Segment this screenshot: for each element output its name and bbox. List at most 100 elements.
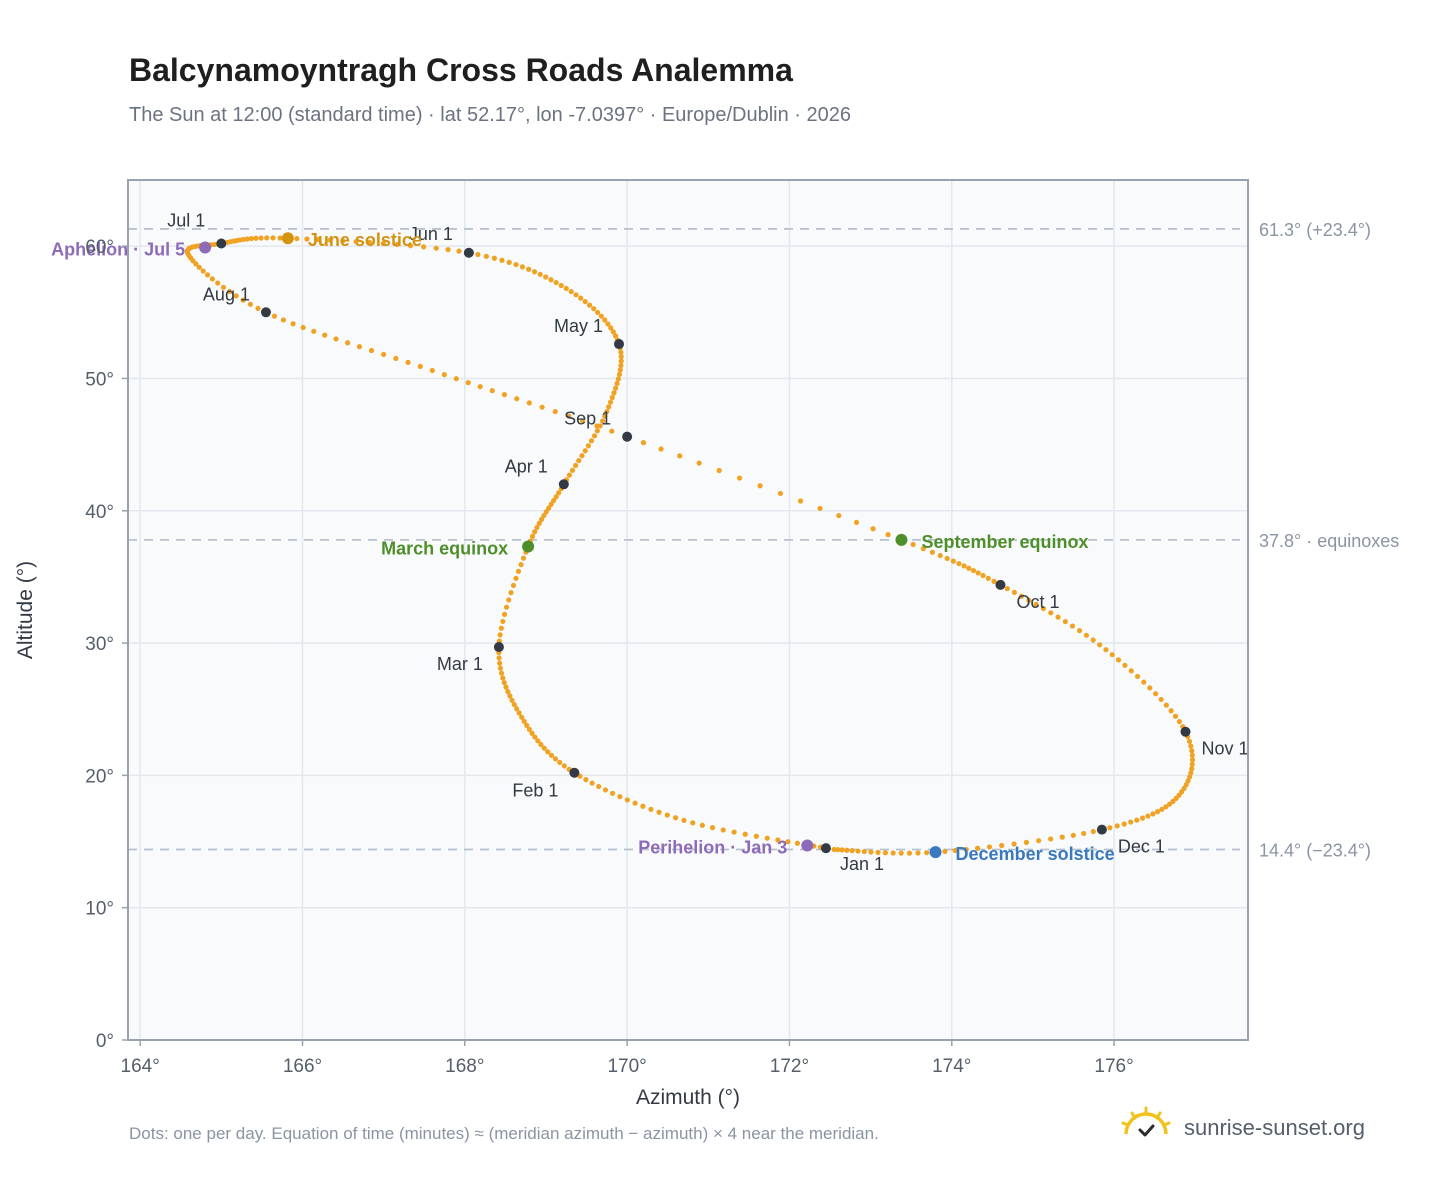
- month-marker-label: Apr 1: [505, 456, 548, 476]
- brand[interactable]: sunrise-sunset.org: [1120, 1106, 1365, 1149]
- daily-sun-dot: [1188, 770, 1194, 776]
- daily-sun-dot: [794, 840, 801, 846]
- daily-sun-dot: [551, 498, 557, 504]
- reference-line-label: 14.4° (−23.4°): [1259, 840, 1371, 860]
- daily-sun-dot: [975, 570, 981, 576]
- month-marker: [260, 307, 271, 318]
- month-marker: [622, 431, 633, 442]
- y-tick-label: 30°: [85, 634, 114, 655]
- daily-sun-dot: [839, 847, 845, 853]
- y-tick-label: 10°: [85, 899, 114, 920]
- daily-sun-dot: [558, 282, 564, 289]
- daily-sun-dot: [817, 505, 823, 512]
- daily-sun-dot: [532, 734, 538, 740]
- sun-logo-icon: [1120, 1106, 1172, 1149]
- daily-sun-dot: [1166, 801, 1173, 807]
- daily-sun-dot: [1172, 713, 1179, 719]
- daily-sun-dot: [556, 490, 562, 496]
- daily-sun-dot: [861, 848, 867, 855]
- daily-sun-dot: [753, 833, 759, 839]
- y-tick-label: 20°: [85, 766, 114, 787]
- daily-sun-dot: [508, 590, 514, 596]
- month-marker: [216, 238, 227, 249]
- daily-sun-dot: [1069, 623, 1076, 629]
- daily-sun-dot: [582, 298, 588, 305]
- daily-sun-dot: [1128, 668, 1134, 674]
- x-tick-label: 174°: [932, 1056, 971, 1077]
- daily-sun-dot: [1048, 610, 1054, 616]
- daily-sun-dot: [333, 336, 339, 342]
- daily-sun-dot: [546, 505, 552, 511]
- y-tick-label: 0°: [96, 1031, 114, 1052]
- daily-sun-dot: [248, 235, 254, 242]
- daily-sun-dot: [785, 839, 791, 845]
- daily-sun-dot: [255, 305, 261, 311]
- daily-sun-dot: [920, 546, 926, 552]
- month-marker: [1096, 824, 1107, 835]
- daily-sun-dot: [1115, 657, 1122, 663]
- daily-sun-dot: [609, 394, 615, 401]
- daily-sun-dot: [367, 239, 373, 246]
- daily-sun-dot: [1176, 718, 1183, 725]
- month-marker: [558, 479, 569, 490]
- daily-sun-dot: [1134, 817, 1140, 823]
- daily-sun-dot: [510, 582, 517, 589]
- month-marker-label: May 1: [554, 316, 603, 336]
- daily-sun-dot: [453, 376, 459, 382]
- daily-sun-dot: [618, 349, 624, 356]
- daily-sun-dot: [498, 625, 504, 631]
- reference-line-label: 61.3° (+23.4°): [1259, 220, 1371, 240]
- daily-sun-dot: [924, 850, 930, 856]
- daily-sun-dot: [757, 483, 763, 489]
- daily-sun-dot: [885, 532, 891, 538]
- daily-sun-dot: [594, 423, 600, 429]
- daily-sun-dot: [258, 235, 264, 241]
- daily-sun-dot: [1189, 766, 1195, 772]
- x-tick-label: 176°: [1094, 1056, 1133, 1077]
- daily-sun-dot: [526, 726, 532, 732]
- daily-sun-dot: [664, 812, 670, 818]
- daily-sun-dot: [407, 243, 414, 249]
- daily-sun-dot: [1189, 761, 1195, 767]
- daily-sun-dot: [497, 660, 503, 666]
- daily-sun-dot: [961, 563, 967, 569]
- daily-sun-dot: [501, 392, 507, 398]
- daily-sun-dot: [606, 404, 612, 410]
- daily-sun-dot: [1147, 685, 1153, 691]
- event-label: March equinox: [381, 538, 508, 558]
- event-marker: [895, 533, 908, 546]
- daily-sun-dot: [1097, 642, 1103, 648]
- daily-sun-dot: [610, 329, 616, 335]
- x-tick-label: 168°: [445, 1056, 484, 1077]
- daily-sun-dot: [632, 800, 638, 806]
- daily-sun-dot: [226, 288, 233, 295]
- daily-sun-dot: [844, 847, 850, 853]
- daily-sun-dot: [271, 313, 278, 319]
- month-marker-label: Jan 1: [840, 854, 884, 874]
- daily-sun-dot: [614, 380, 620, 387]
- daily-sun-dot: [509, 697, 515, 703]
- daily-sun-dot: [835, 847, 841, 853]
- daily-sun-dot: [1011, 841, 1017, 847]
- daily-sun-dot: [720, 827, 726, 833]
- daily-sun-dot: [270, 235, 276, 241]
- daily-sun-dot: [499, 257, 505, 263]
- daily-sun-dot: [624, 797, 630, 803]
- event-marker: [522, 540, 535, 553]
- daily-sun-dot: [1040, 605, 1047, 612]
- daily-sun-dot: [1186, 738, 1193, 744]
- daily-sun-dot: [1090, 637, 1096, 643]
- daily-sun-dot: [607, 399, 614, 405]
- daily-sun-dot: [315, 236, 321, 243]
- daily-sun-dot: [1107, 825, 1113, 831]
- daily-sun-dot: [831, 846, 837, 853]
- daily-sun-dot: [538, 741, 544, 748]
- event-marker: [199, 241, 212, 254]
- daily-sun-dot: [368, 347, 375, 354]
- daily-sun-dot: [611, 390, 617, 396]
- month-marker-label: Feb 1: [512, 781, 558, 801]
- daily-sun-dot: [849, 848, 855, 854]
- x-tick-label: 166°: [283, 1056, 322, 1077]
- daily-sun-dot: [514, 396, 520, 402]
